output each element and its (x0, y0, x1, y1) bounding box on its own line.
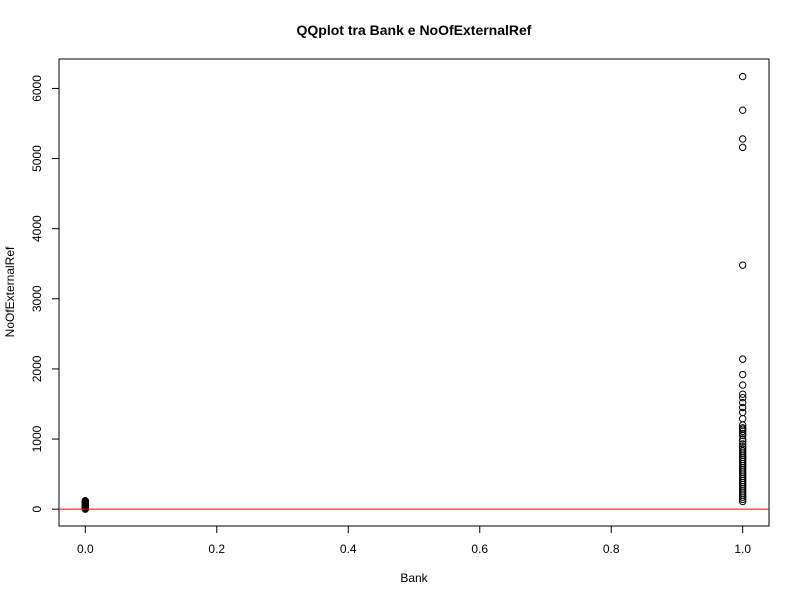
axes: 0.0 0.2 0.4 0.6 0.8 1.0 0 1000 2000 3000 4000 5000 6… (30, 75, 751, 556)
x-tick-label: 0.4 (340, 542, 357, 556)
data-point (739, 403, 747, 412)
data-point (739, 390, 747, 398)
data-point (739, 261, 747, 269)
data-points (81, 72, 747, 513)
data-point (739, 445, 747, 453)
data-point (739, 429, 747, 438)
data-point (739, 106, 747, 114)
data-point (739, 393, 747, 402)
data-point (739, 443, 747, 451)
data-point (739, 447, 747, 455)
x-tick-label: 0.2 (208, 542, 225, 556)
y-tick-label: 1000 (30, 425, 44, 452)
x-tick-label: 0.0 (77, 542, 94, 556)
data-point (739, 424, 747, 432)
y-tick-label: 3000 (30, 285, 44, 312)
plot-area-frame (58, 58, 770, 527)
data-point (739, 135, 747, 143)
data-point (739, 435, 747, 443)
chart-title: QQplot tra Bank e NoOfExternalRef (297, 22, 532, 38)
data-point (739, 355, 747, 363)
data-point (739, 415, 747, 423)
data-point (739, 437, 747, 445)
y-axis-label: NoOfExternalRef (3, 246, 17, 337)
x-tick-label: 1.0 (734, 542, 751, 556)
data-point (739, 72, 747, 81)
data-point (739, 143, 747, 152)
data-point (739, 370, 747, 379)
data-point (739, 381, 747, 389)
x-tick-label: 0.8 (603, 542, 620, 556)
y-tick-label: 0 (30, 506, 44, 513)
data-point (739, 398, 747, 407)
data-point (81, 497, 89, 505)
data-point (739, 408, 747, 417)
y-tick-label: 2000 (30, 355, 44, 382)
y-tick-label: 5000 (30, 145, 44, 172)
x-axis-label: Bank (400, 571, 428, 585)
y-tick-label: 4000 (30, 215, 44, 242)
data-point (739, 440, 747, 448)
x-tick-label: 0.6 (471, 542, 488, 556)
y-tick-label: 6000 (30, 75, 44, 102)
